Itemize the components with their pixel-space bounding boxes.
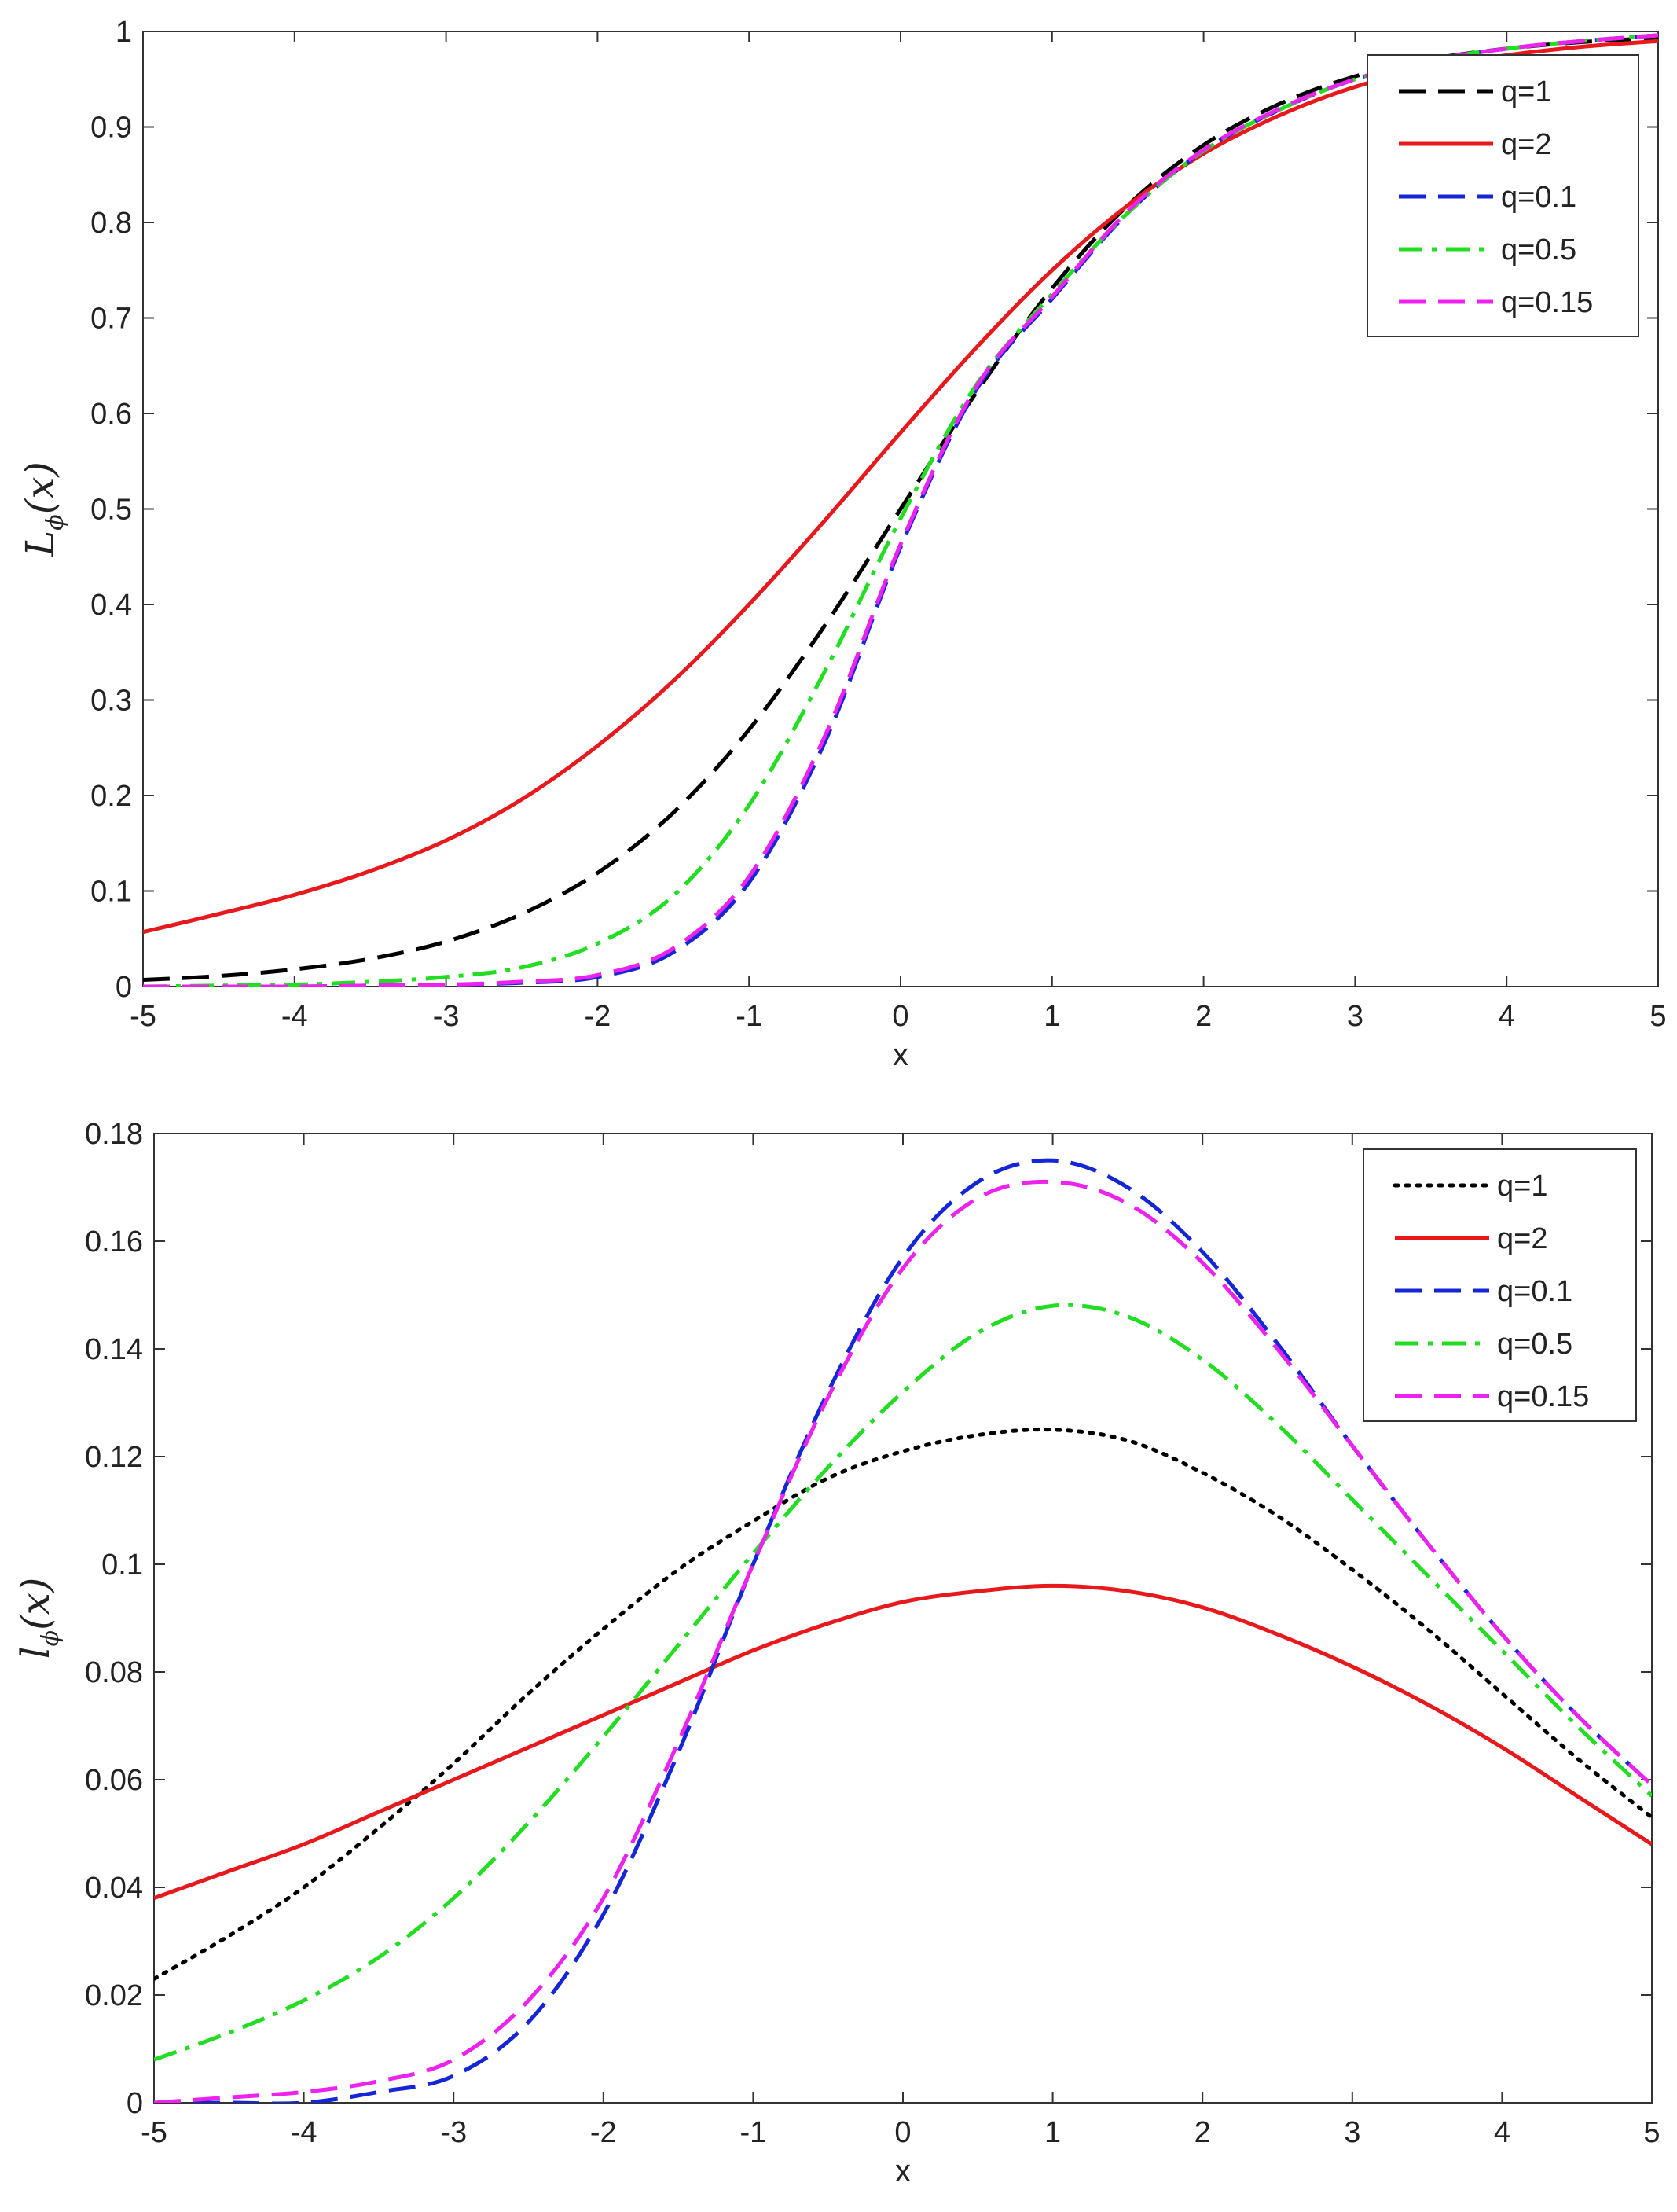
y-tick-label: 0.8 bbox=[90, 207, 132, 240]
x-tick-label: 3 bbox=[1347, 1000, 1363, 1033]
y-axis-label-main: L bbox=[17, 531, 63, 557]
x-axis-label: x bbox=[893, 1038, 908, 1072]
chart-cdf: -5 -4 -3 -2 -1 0 1 2 3 4 5 0 0.1 0.2 0.3 0.4 0.5 0.6 0.7 0.… bbox=[17, 16, 1667, 1072]
x-tick-label: -4 bbox=[281, 1000, 308, 1033]
y-tick-label: 0 bbox=[116, 971, 132, 1004]
x-tick-label: -4 bbox=[291, 2116, 317, 2149]
series-line-q=1 bbox=[154, 1428, 1652, 1981]
x-tick-label: -2 bbox=[590, 2116, 617, 2149]
y-tick-label: 0.3 bbox=[90, 685, 132, 718]
y-axis-label-arg: (x) bbox=[17, 461, 63, 514]
legend-label: q=0.15 bbox=[1497, 1380, 1589, 1413]
x-tick-label: 5 bbox=[1649, 1000, 1666, 1033]
y-tick-label: 0.14 bbox=[85, 1333, 143, 1366]
y-tick-label: 0 bbox=[127, 2087, 143, 2120]
y-axis-label-subscript: ϕ bbox=[42, 514, 69, 530]
x-tick-label: 2 bbox=[1194, 2116, 1211, 2149]
y-tick-label: 0.16 bbox=[85, 1225, 143, 1258]
legend-label: q=2 bbox=[1497, 1222, 1547, 1255]
x-tick-label: 4 bbox=[1499, 1000, 1515, 1033]
y-tick-label: 0.1 bbox=[101, 1549, 143, 1582]
y-tick-label: 0.5 bbox=[90, 494, 132, 527]
legend-label: q=1 bbox=[1497, 1170, 1547, 1203]
x-axis-label: x bbox=[895, 2154, 911, 2188]
y-tick-label: 0.7 bbox=[90, 303, 132, 336]
x-tick-label: 0 bbox=[892, 1000, 908, 1033]
y-tick-label: 0.12 bbox=[85, 1441, 143, 1474]
legend-label: q=2 bbox=[1501, 128, 1551, 161]
y-axis-label: Lϕ(x) bbox=[17, 461, 69, 557]
x-tick-label: 2 bbox=[1195, 1000, 1212, 1033]
legend-label: q=1 bbox=[1501, 75, 1551, 108]
legend-label: q=0.5 bbox=[1497, 1328, 1572, 1361]
x-tick-label: 1 bbox=[1044, 2116, 1061, 2149]
x-tick-label: 1 bbox=[1044, 1000, 1060, 1033]
x-tick-label: -5 bbox=[141, 2116, 167, 2149]
y-tick-label: 1 bbox=[116, 16, 132, 49]
x-tick-label: 5 bbox=[1643, 2116, 1660, 2149]
y-tick-label: 0.1 bbox=[90, 876, 132, 909]
series-line-q=2 bbox=[154, 1583, 1652, 1901]
legend-label: q=0.5 bbox=[1501, 233, 1576, 266]
x-tick-label: 3 bbox=[1344, 2116, 1360, 2149]
y-tick-label: 0.4 bbox=[90, 589, 132, 622]
legend-label: q=0.15 bbox=[1501, 286, 1593, 319]
y-tick-label: 0.06 bbox=[85, 1764, 143, 1797]
chart-pdf: -5 -4 -3 -2 -1 0 1 2 3 4 5 0 0.02 0.04 0.06 0.08 0.1 0.12… bbox=[13, 1118, 1660, 2188]
x-tick-label: -3 bbox=[433, 1000, 460, 1033]
x-tick-label: -3 bbox=[440, 2116, 467, 2149]
series-line-q=0.15 bbox=[154, 1179, 1652, 2103]
series-line-q=0.5 bbox=[154, 1303, 1652, 2062]
legend-label: q=0.1 bbox=[1497, 1275, 1572, 1308]
y-tick-label: 0.08 bbox=[85, 1656, 143, 1689]
y-axis-label-arg: (x) bbox=[13, 1578, 58, 1630]
y-tick-label: 0.6 bbox=[90, 398, 132, 431]
y-tick-label: 0.18 bbox=[85, 1118, 143, 1151]
y-axis-label: lϕ(x) bbox=[13, 1578, 64, 1659]
x-tick-label: -1 bbox=[736, 1000, 762, 1033]
x-tick-label: 4 bbox=[1494, 2116, 1510, 2149]
y-axis-label-main: l bbox=[13, 1646, 58, 1659]
y-tick-label: 0.9 bbox=[90, 112, 132, 145]
legend-box bbox=[1363, 1148, 1637, 1422]
legend-label: q=0.1 bbox=[1501, 181, 1576, 214]
y-tick-label: 0.04 bbox=[85, 1872, 143, 1905]
x-tick-label: 0 bbox=[894, 2116, 911, 2149]
y-tick-label: 0.2 bbox=[90, 780, 132, 813]
x-tick-label: -2 bbox=[585, 1000, 611, 1033]
y-axis-label-subscript: ϕ bbox=[37, 1630, 64, 1646]
x-tick-label: -5 bbox=[130, 1000, 156, 1033]
y-tick-label: 0.02 bbox=[85, 1979, 143, 2012]
x-tick-label: -1 bbox=[740, 2116, 767, 2149]
